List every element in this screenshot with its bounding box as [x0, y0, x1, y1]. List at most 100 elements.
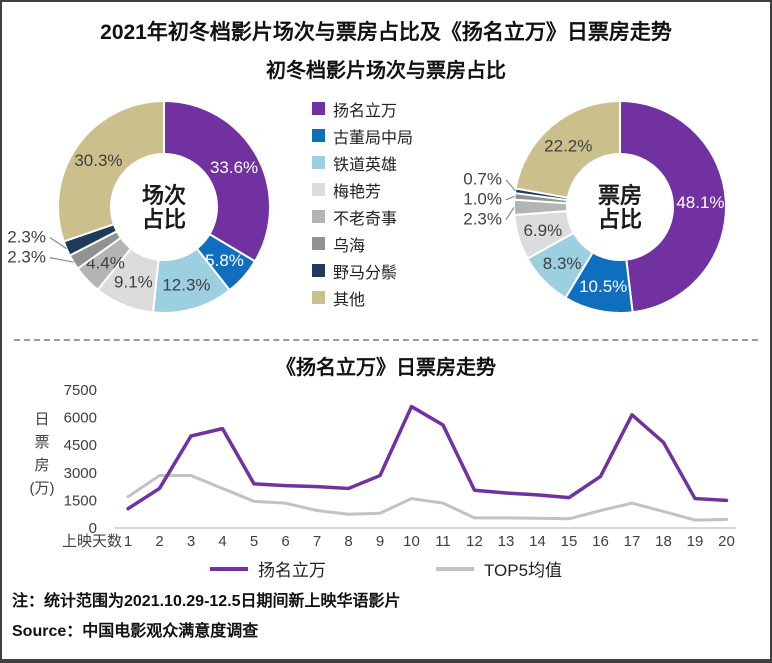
y-tick-label: 4500	[64, 437, 97, 454]
legend-item: 梅艳芳	[312, 178, 460, 201]
x-tick-label: 9	[376, 533, 384, 550]
legend-color-swatch	[312, 156, 325, 169]
legend-color-swatch	[312, 129, 325, 142]
label-leader-line	[49, 257, 74, 263]
line-legend-swatch	[435, 566, 474, 571]
legend-item: 铁道英雄	[312, 151, 460, 174]
y-tick-label: 1500	[64, 492, 97, 509]
x-tick-label: 7	[313, 533, 321, 550]
legend-item: 乌海	[312, 232, 460, 255]
pie-percent-label: 5.8%	[205, 251, 244, 270]
label-leader-line	[505, 207, 515, 221]
label-leader-line	[505, 179, 516, 192]
legend-color-swatch	[312, 291, 325, 304]
pie-percent-label: 2.3%	[7, 228, 46, 247]
pie-percent-label: 12.3%	[162, 275, 210, 294]
x-tick-label: 11	[435, 533, 451, 550]
pie-section-title: 初冬档影片场次与票房占比	[266, 60, 506, 82]
x-tick-label: 1	[124, 533, 132, 550]
series-line	[126, 404, 729, 511]
y-axis-title: (万)	[30, 480, 55, 497]
pie-percent-label: 0.7%	[463, 170, 502, 189]
y-axis-title: 票	[34, 434, 49, 451]
pie-percent-label: 22.2%	[544, 136, 592, 155]
pie-percent-label: 2.3%	[463, 210, 502, 229]
pie-percent-label: 33.6%	[210, 158, 258, 177]
x-tick-label: 20	[718, 533, 735, 550]
legend-item: 古董局中局	[312, 124, 460, 147]
line-legend-label: TOP5均值	[483, 561, 563, 580]
y-tick-label: 3000	[64, 465, 97, 482]
pie-percent-label: 6.9%	[523, 221, 562, 240]
pie-section: 33.6% 5.8% 12.3% 9.1% 4.4% 30.3% 场次 占比 2.3% 2.3% …	[7, 85, 760, 329]
y-tick-label: 6000	[64, 410, 97, 427]
legend-color-swatch	[312, 210, 325, 223]
x-tick-label: 5	[250, 533, 258, 550]
legend-color-swatch	[312, 102, 325, 115]
line-chart-title: 《扬名立万》日票房走势	[276, 357, 496, 379]
legend-color-swatch	[312, 264, 325, 277]
donut-hole	[110, 153, 218, 261]
pie-percent-label: 30.3%	[74, 151, 122, 170]
x-tick-label: 16	[592, 533, 609, 550]
x-tick-label: 19	[687, 533, 704, 550]
pie-percent-label: 48.1%	[676, 193, 724, 212]
label-leader-line	[49, 237, 67, 250]
x-tick-label: 8	[344, 533, 352, 550]
line-legend-item: 扬名立万	[209, 556, 326, 581]
dashed-divider	[14, 339, 758, 341]
x-tick-label: 18	[655, 533, 672, 550]
legend-item: 扬名立万	[312, 97, 460, 120]
x-tick-label: 4	[218, 533, 226, 550]
line-chart-legend: 扬名立万 TOP5均值	[12, 556, 760, 581]
legend-color-swatch	[312, 183, 325, 196]
y-axis-title: 房	[34, 457, 49, 474]
label-leader-line	[505, 195, 515, 201]
legend-item-label: 古董局中局	[333, 129, 414, 147]
legend-item: 野马分鬃	[312, 259, 460, 282]
legend-item-label: 其他	[333, 291, 366, 309]
line-legend-item: TOP5均值	[435, 556, 563, 581]
pie-percent-label: 8.3%	[543, 254, 582, 273]
donut-center-label: 场次	[142, 183, 186, 208]
y-tick-label: 7500	[64, 382, 97, 399]
legend-item-label: 梅艳芳	[333, 183, 382, 201]
legend-color-swatch	[312, 237, 325, 250]
x-tick-label: 15	[561, 533, 578, 550]
x-tick-label: 17	[624, 533, 641, 550]
donut-center-label: 票房	[598, 183, 642, 208]
series-line	[126, 474, 728, 522]
pie-percent-label: 2.3%	[7, 248, 46, 267]
legend-item-label: 扬名立万	[333, 102, 398, 120]
x-tick-label: 10	[403, 533, 420, 550]
x-tick-label: 12	[466, 533, 483, 550]
line-legend-label: 扬名立万	[257, 561, 326, 580]
pie-percent-label: 9.1%	[114, 273, 153, 292]
legend-item-label: 不老奇事	[333, 210, 398, 228]
y-axis-title: 日	[34, 411, 49, 428]
x-tick-label: 2	[155, 533, 163, 550]
legend-item-label: 乌海	[333, 237, 366, 255]
donut-center-label: 占比	[598, 207, 642, 232]
legend-item-label: 铁道英雄	[333, 156, 398, 174]
film-legend: 扬名立万古董局中局铁道英雄梅艳芳不老奇事乌海野马分鬃其他	[312, 85, 460, 309]
pie-percent-label: 10.5%	[579, 277, 627, 296]
x-tick-label: 13	[498, 533, 515, 550]
x-axis-title: 上映天数	[62, 533, 122, 550]
x-tick-label: 14	[529, 533, 546, 550]
x-tick-label: 6	[281, 533, 289, 550]
legend-item: 不老奇事	[312, 205, 460, 228]
legend-item: 其他	[312, 286, 460, 309]
boxoffice-share-donut: 48.1% 10.5% 8.3% 6.9% 22.2% 票房占比 0.7%1.0%2.3%	[463, 100, 727, 314]
y-tick-label: 0	[89, 520, 97, 537]
legend-item-label: 野马分鬃	[333, 264, 398, 282]
pie-percent-label: 1.0%	[463, 190, 502, 209]
main-title: 2021年初冬档影片场次与票房占比及《扬名立万》日票房走势	[100, 21, 672, 44]
pie-percent-label: 4.4%	[86, 253, 125, 272]
source-text: Source：中国电影观众满意度调查	[12, 623, 259, 640]
donut-hole	[566, 153, 674, 261]
note-text: 注：统计范围为2021.10.29-12.5日期间新上映华语影片	[12, 593, 401, 610]
